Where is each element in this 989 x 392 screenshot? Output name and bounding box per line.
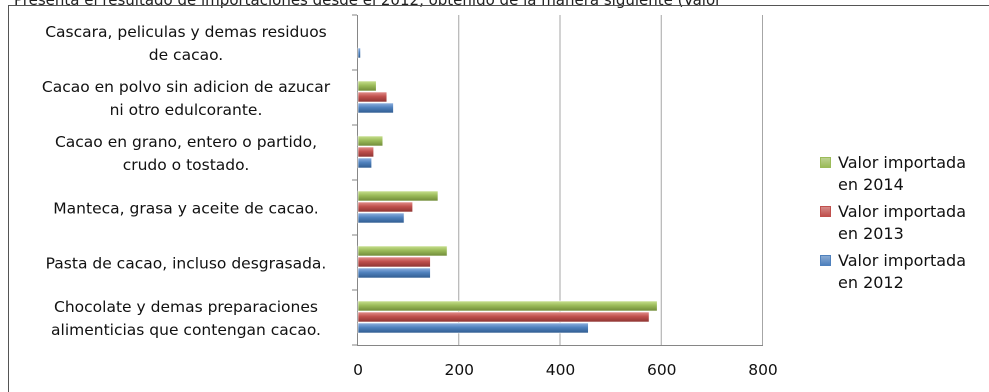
bar [357,201,413,213]
legend-label-line: en 2014 [838,175,904,194]
category-label-line: Cacao en grano, entero o partido, [55,133,317,151]
x-tick-label: 600 [647,361,677,379]
bar [357,311,650,323]
chart-border [8,5,989,392]
legend-swatch [820,206,831,217]
category-label-line: Manteca, grasa y aceite de cacao. [53,200,318,218]
category-label-line: Chocolate y demas preparaciones [54,298,318,316]
bar [357,322,589,334]
category-label-line: de cacao. [149,46,223,64]
category-label: Manteca, grasa y aceite de cacao. [53,200,318,218]
category-label-line: alimenticias que contengan cacao. [51,321,321,339]
bar [357,135,384,147]
legend-item: Valor importada en 2014 [818,152,988,196]
bar [357,91,388,103]
bar [357,300,658,312]
legend-label-line: Valor importada [838,251,966,270]
clipped-header-text: Presenta el resultado de importaciones d… [14,0,722,9]
category-label-line: ni otro edulcorante. [110,101,263,119]
bar [357,102,394,114]
bar [357,267,431,279]
category-labels: Chocolate y demas preparaciones alimentic… [42,23,331,339]
bars [357,47,658,334]
x-tick-label: 200 [444,361,474,379]
bar [357,212,405,224]
legend-label-line: Valor importada [838,202,966,221]
x-tick-label: 0 [353,361,363,379]
category-label: Cacao en grano, entero o partido, crudo o… [55,133,317,174]
legend-swatch [820,157,831,168]
bar [357,157,372,169]
category-label: Cacao en polvo sin adicion de azucar ni o… [42,78,331,119]
bar [357,190,439,202]
legend-item: Valor importada en 2013 [818,201,988,245]
category-label-line: Pasta de cacao, incluso desgrasada. [46,255,327,273]
legend-label-line: en 2013 [838,224,904,243]
x-tick-label: 400 [546,361,576,379]
bar [357,146,374,158]
bar [357,80,377,92]
bar [357,245,448,257]
bar [357,256,431,268]
legend-item: Valor importada en 2012 [818,250,988,294]
gridlines [352,14,763,346]
category-label-line: Cascara, peliculas y demas residuos [45,23,327,41]
category-label: Chocolate y demas preparaciones alimentic… [51,298,321,339]
legend-swatch [820,255,831,266]
legend: Valor importada en 2014 Valor importada en … [818,152,988,299]
bar [357,47,361,59]
x-tick-label: 800 [748,361,778,379]
legend-label-line: en 2012 [838,273,904,292]
category-label-line: crudo o tostado. [123,156,250,174]
legend-label-line: Valor importada [838,153,966,172]
x-tick-labels: 0 200 400 600 800 [353,361,778,379]
category-label-line: Cacao en polvo sin adicion de azucar [42,78,331,96]
category-label: Cascara, peliculas y demas residuos de ca… [45,23,327,64]
category-label: Pasta de cacao, incluso desgrasada. [46,255,327,273]
